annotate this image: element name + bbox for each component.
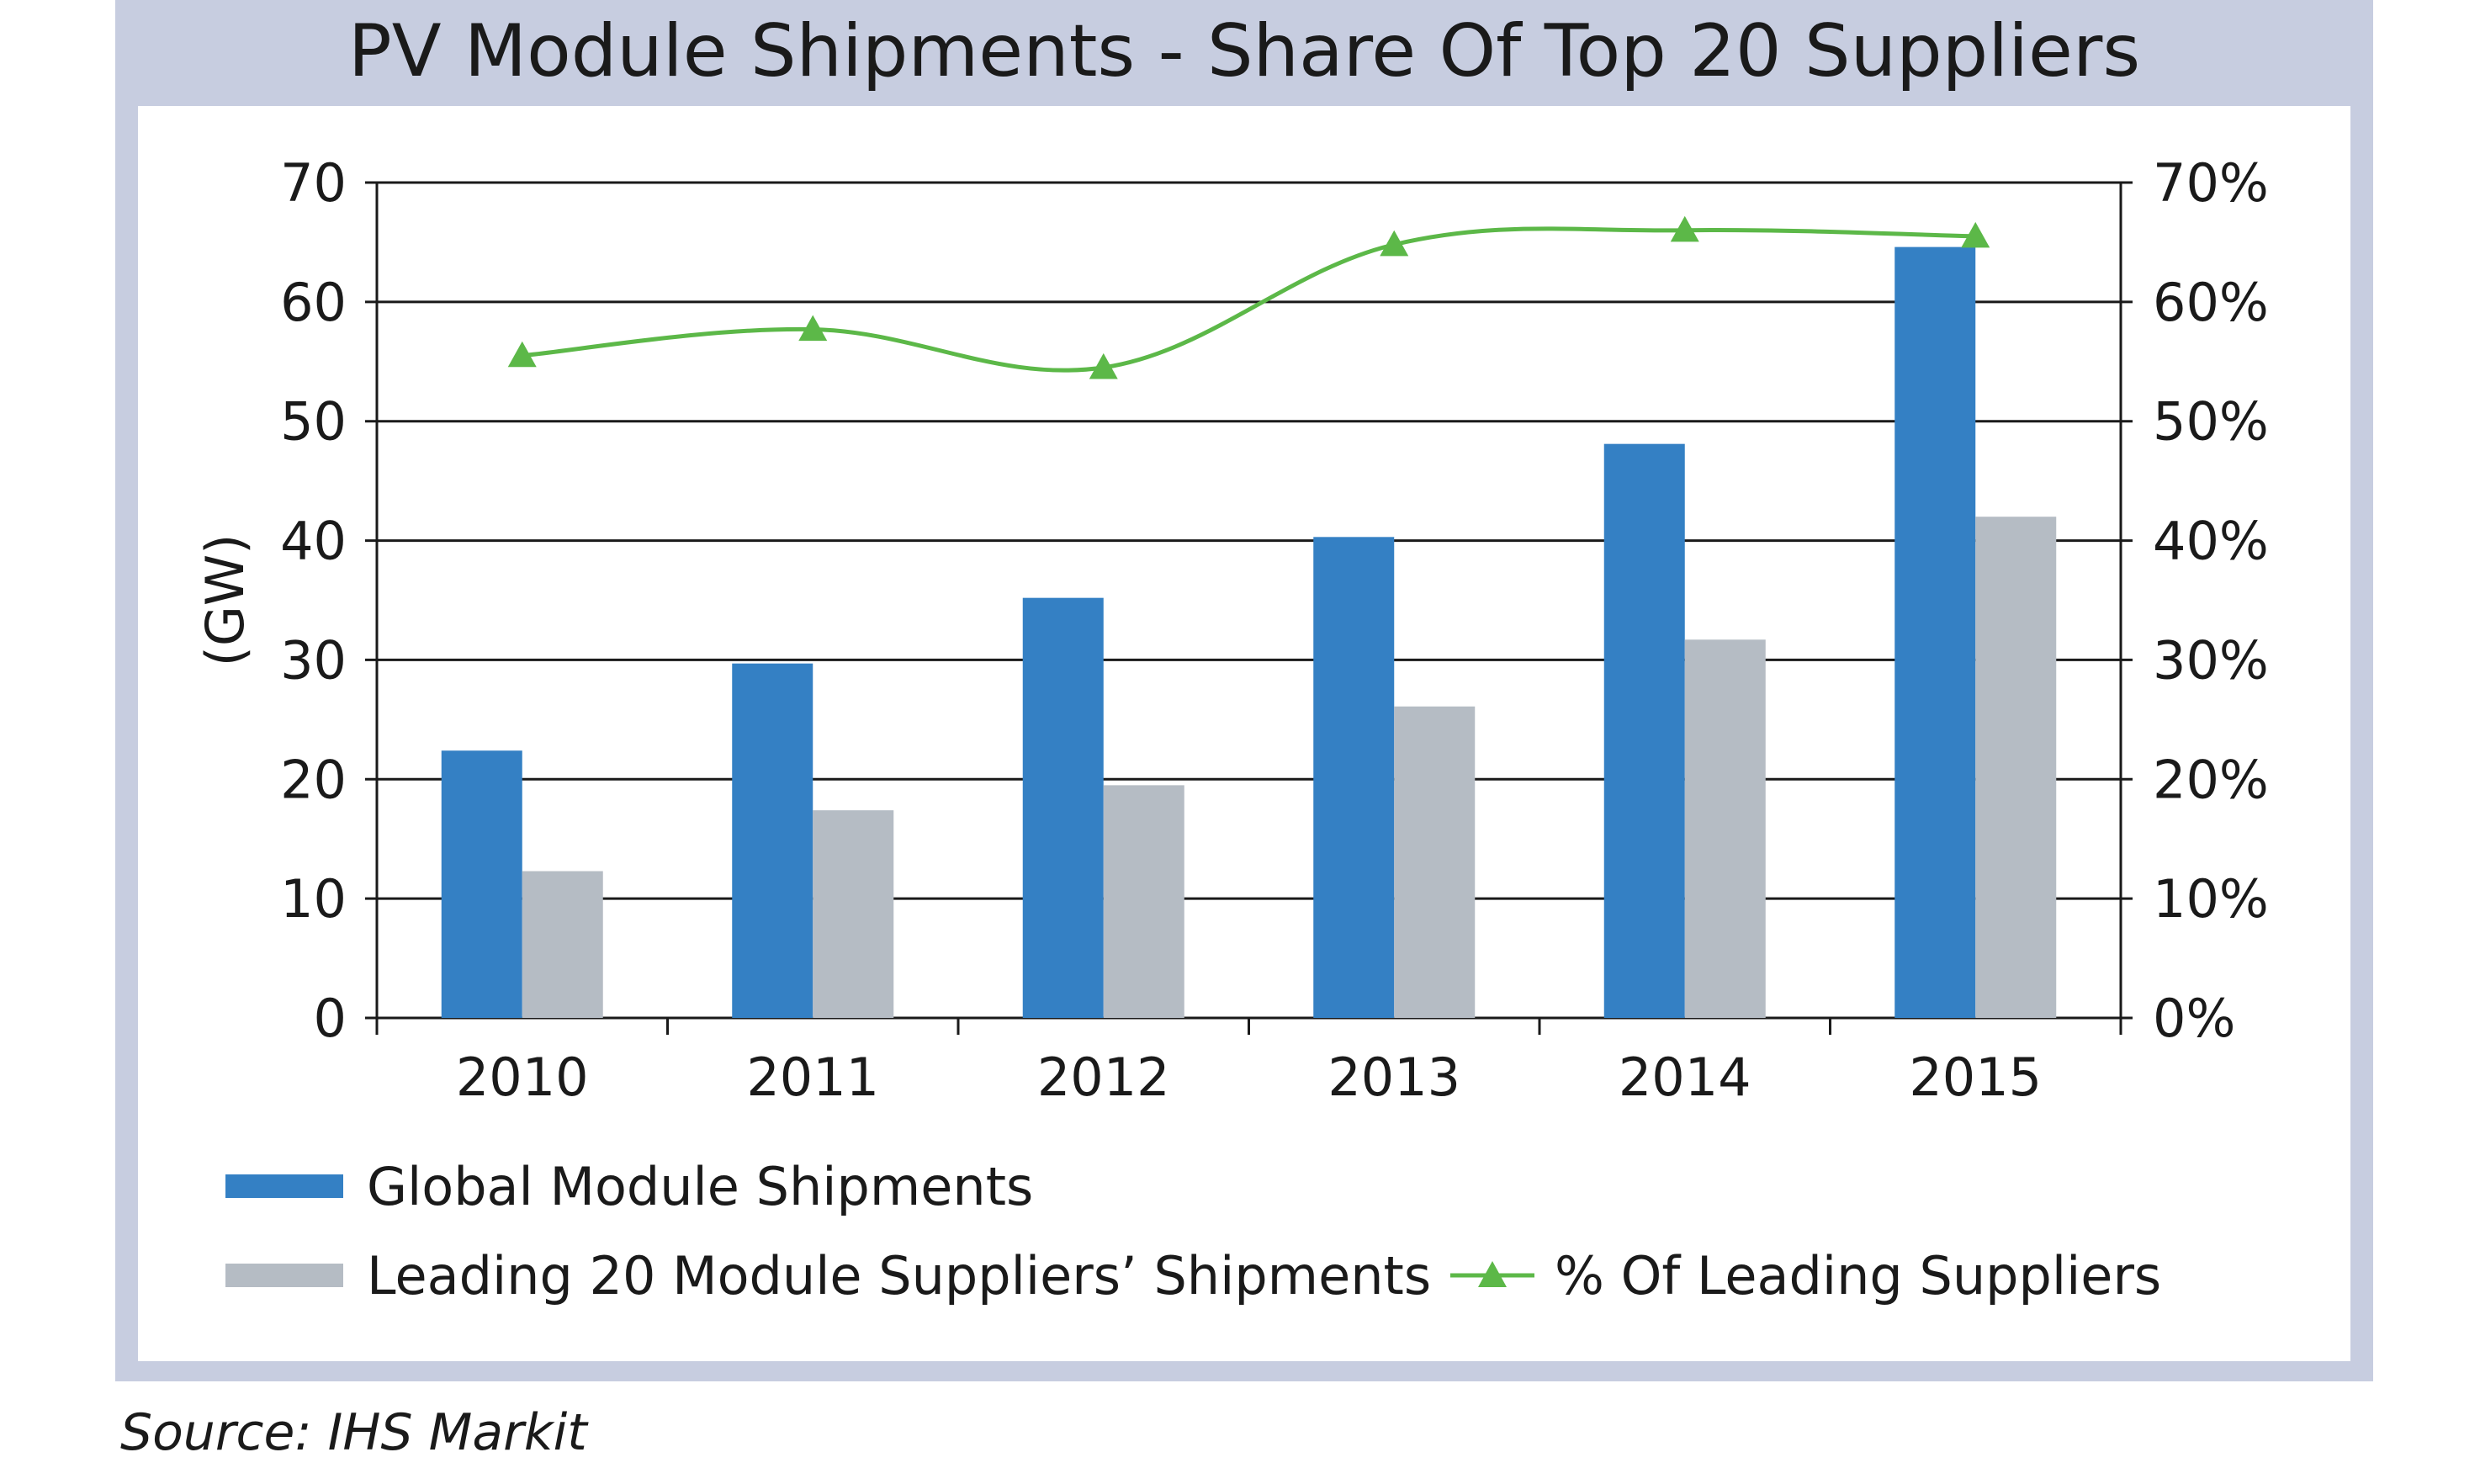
y-axis-label: (GW) — [194, 534, 256, 667]
x-tick-label: 2013 — [1327, 1047, 1460, 1108]
line-marker-2012 — [1089, 352, 1118, 379]
legend-swatch-marker — [1478, 1261, 1507, 1287]
bar-leading20-2011 — [813, 810, 894, 1018]
y-tick-label: 30 — [280, 629, 347, 691]
chart-title: PV Module Shipments - Share Of Top 20 Su… — [347, 9, 2141, 93]
y2-tick-label: 50% — [2153, 391, 2269, 453]
chart-svg: 0 10 20 30 40 50 60 70 0% 10% 20% 30% 40% 50% 60% 70% (G… — [194, 152, 2269, 1306]
source-note: Source: IHS Markit — [120, 1403, 587, 1462]
y-tick-label: 60 — [280, 272, 347, 333]
bar-global-2015 — [1894, 246, 1976, 1018]
bar-global-2014 — [1603, 443, 1685, 1018]
y2-tick-label: 40% — [2153, 511, 2269, 572]
legend-swatch-leading20 — [225, 1264, 343, 1287]
x-tick-label: 2012 — [1037, 1047, 1170, 1108]
legend-label-share: % Of Leading Suppliers — [1555, 1245, 2161, 1306]
legend-label-leading20: Leading 20 Module Suppliers’ Shipments — [367, 1245, 1431, 1306]
line-share-leading-suppliers — [522, 226, 1976, 373]
x-tick-label: 2010 — [456, 1047, 589, 1108]
line-marker-2015 — [1961, 221, 1990, 248]
bar-global-2011 — [732, 663, 813, 1018]
legend-label-global: Global Module Shipments — [367, 1156, 1033, 1217]
line-marker-2014 — [1670, 215, 1699, 242]
y-tick-label: 20 — [280, 749, 347, 810]
bar-leading20-2012 — [1103, 785, 1184, 1018]
line-marker-2010 — [507, 341, 537, 368]
y-tick-label: 50 — [280, 391, 347, 453]
y-tick-label: 40 — [280, 511, 347, 572]
bar-leading20-2010 — [522, 871, 603, 1018]
bar-global-2013 — [1313, 537, 1395, 1018]
bar-global-2012 — [1022, 597, 1104, 1018]
y-tick-label: 70 — [280, 152, 347, 214]
y2-tick-label: 10% — [2153, 868, 2269, 930]
x-tick-label: 2014 — [1619, 1047, 1751, 1108]
x-tick-label: 2015 — [1909, 1047, 2042, 1108]
bar-leading20-2013 — [1394, 706, 1476, 1018]
line-marker-2011 — [798, 315, 828, 342]
y2-tick-label: 70% — [2153, 152, 2269, 214]
bar-leading20-2014 — [1684, 639, 1766, 1018]
y-tick-label: 10 — [280, 868, 347, 930]
bar-global-2010 — [441, 750, 522, 1018]
y2-tick-label: 0% — [2153, 988, 2235, 1049]
bar-leading20-2015 — [1975, 517, 2057, 1018]
y2-tick-label: 30% — [2153, 629, 2269, 691]
legend-swatch-global — [225, 1174, 343, 1198]
y2-tick-label: 20% — [2153, 749, 2269, 810]
line-marker-2013 — [1380, 230, 1409, 257]
y2-tick-label: 60% — [2153, 272, 2269, 333]
y-tick-label: 0 — [314, 988, 347, 1049]
x-tick-label: 2011 — [746, 1047, 879, 1108]
chart-panel: 0 10 20 30 40 50 60 70 0% 10% 20% 30% 40% 50% 60% 70% (G… — [138, 106, 2350, 1361]
chart-frame: PV Module Shipments - Share Of Top 20 Su… — [115, 0, 2373, 1381]
